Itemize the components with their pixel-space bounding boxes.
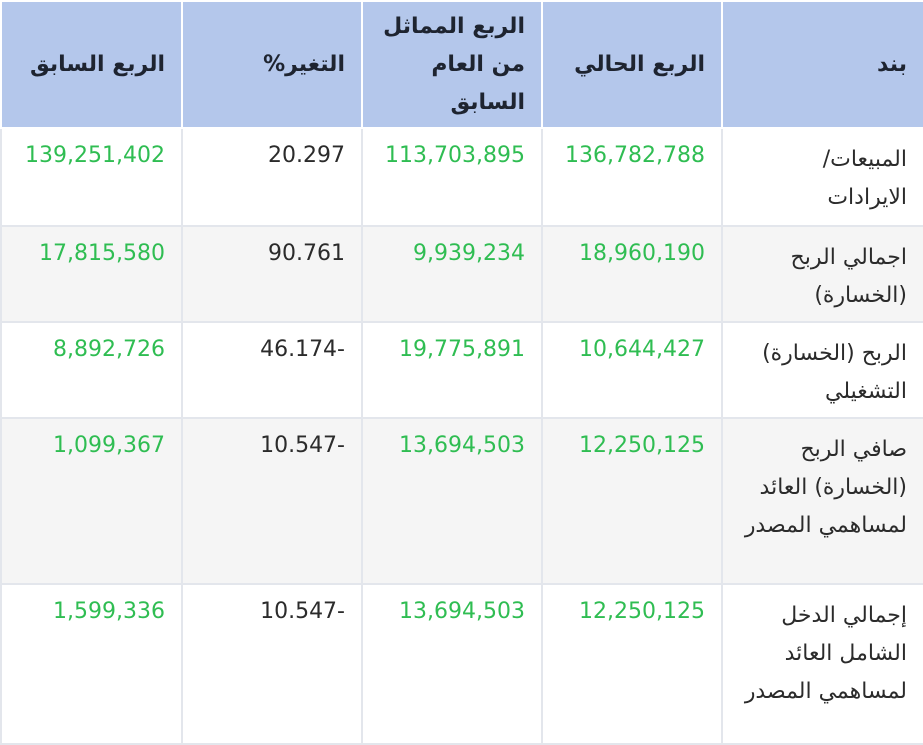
header-previous-quarter: الربع السابق (0, 0, 183, 129)
cell-previous-quarter: 1,099,367 (0, 417, 183, 585)
change-pct-value: 10.547- (260, 599, 345, 624)
table-body: المبيعات/ الايرادات 136,782,788 113,703,… (0, 127, 923, 745)
cell-same-quarter-last-year: 13,694,503 (361, 417, 543, 585)
cell-change-pct: 90.761 (181, 225, 363, 323)
cell-change-pct: 20.297 (181, 127, 363, 227)
change-pct-value: 90.761 (268, 241, 345, 266)
table-row: المبيعات/ الايرادات 136,782,788 113,703,… (0, 127, 923, 227)
header-same-quarter-last-year: الربع المماثل من العام السابق (361, 0, 543, 129)
header-item: بند (721, 0, 923, 129)
header-row: بند الربع الحالي الربع المماثل من العام … (0, 0, 923, 129)
cell-previous-quarter: 1,599,336 (0, 583, 183, 745)
table-row: صافي الربح (الخسارة) العائد لمساهمي المص… (0, 417, 923, 585)
cell-same-quarter-last-year: 13,694,503 (361, 583, 543, 745)
cell-previous-quarter: 8,892,726 (0, 321, 183, 419)
row-item-label: اجمالي الربح (الخسارة) (721, 225, 923, 323)
table-row: اجمالي الربح (الخسارة) 18,960,190 9,939,… (0, 225, 923, 323)
cell-same-quarter-last-year: 113,703,895 (361, 127, 543, 227)
cell-current-quarter: 136,782,788 (541, 127, 723, 227)
table-row: الربح (الخسارة) التشغيلي 10,644,427 19,7… (0, 321, 923, 419)
cell-change-pct: 46.174- (181, 321, 363, 419)
cell-same-quarter-last-year: 19,775,891 (361, 321, 543, 419)
row-item-label: إجمالي الدخل الشامل العائد لمساهمي المصد… (721, 583, 923, 745)
cell-current-quarter: 12,250,125 (541, 417, 723, 585)
table-header: بند الربع الحالي الربع المماثل من العام … (0, 0, 923, 129)
header-current-quarter: الربع الحالي (541, 0, 723, 129)
cell-previous-quarter: 139,251,402 (0, 127, 183, 227)
table-row: إجمالي الدخل الشامل العائد لمساهمي المصد… (0, 583, 923, 745)
row-item-label: صافي الربح (الخسارة) العائد لمساهمي المص… (721, 417, 923, 585)
row-item-label: الربح (الخسارة) التشغيلي (721, 321, 923, 419)
cell-current-quarter: 12,250,125 (541, 583, 723, 745)
cell-previous-quarter: 17,815,580 (0, 225, 183, 323)
cell-same-quarter-last-year: 9,939,234 (361, 225, 543, 323)
cell-change-pct: 10.547- (181, 417, 363, 585)
row-item-label: المبيعات/ الايرادات (721, 127, 923, 227)
change-pct-value: 10.547- (260, 433, 345, 458)
change-pct-value: 20.297 (268, 143, 345, 168)
cell-change-pct: 10.547- (181, 583, 363, 745)
cell-current-quarter: 18,960,190 (541, 225, 723, 323)
cell-current-quarter: 10,644,427 (541, 321, 723, 419)
change-pct-value: 46.174- (260, 337, 345, 362)
header-change-pct: التغير% (181, 0, 363, 129)
